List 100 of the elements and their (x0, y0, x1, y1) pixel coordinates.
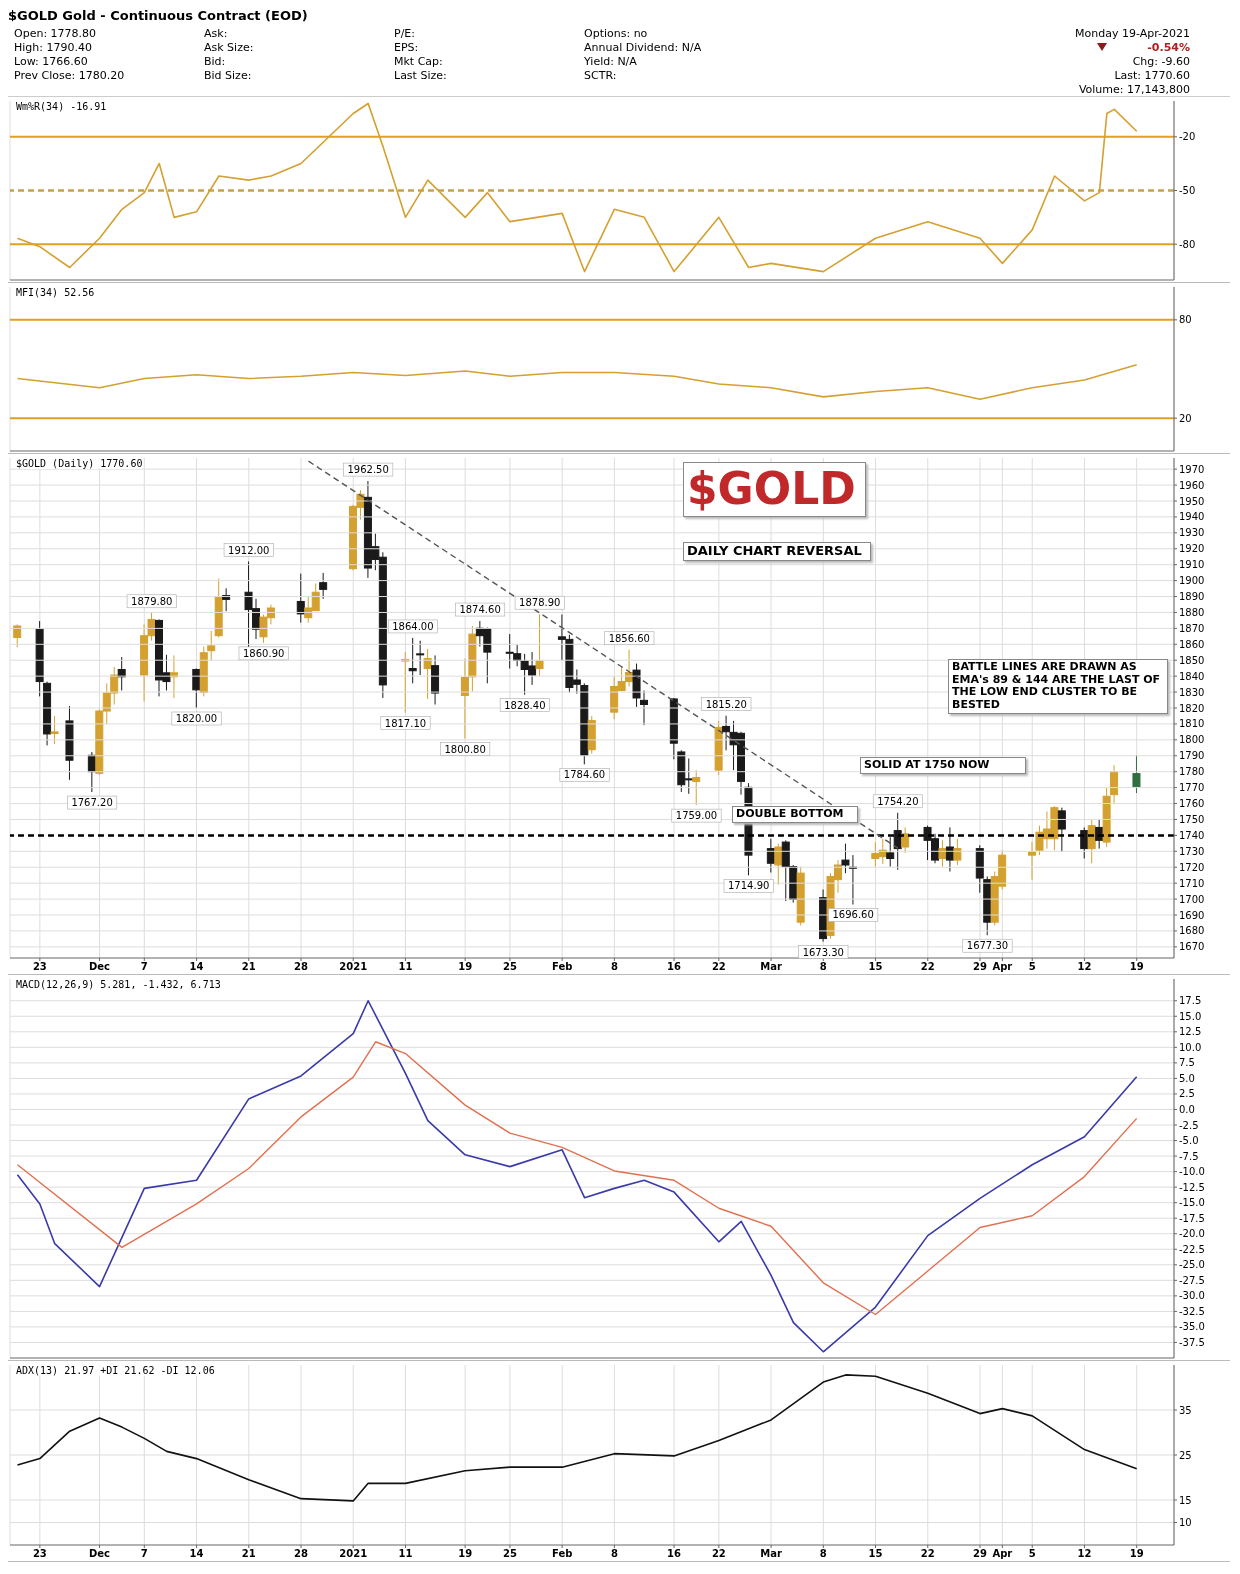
y-tick-label: 7.5 (1179, 1057, 1195, 1069)
x-tick-label: 28 (294, 961, 308, 973)
y-tick-label: 1810 (1179, 718, 1205, 730)
text: Last Size: (394, 69, 448, 83)
chart-title: $GOLD (Daily) 1770.60 (16, 458, 143, 469)
y-tick-label: 35 (1179, 1404, 1192, 1416)
x-tick-label: 8 (819, 1548, 827, 1560)
annotation: 1800.80 (444, 743, 486, 755)
y-tick-label: -10.0 (1179, 1166, 1205, 1178)
y-tick-label: -37.5 (1179, 1337, 1205, 1349)
annotation: 1696.60 (832, 909, 874, 921)
annotation: 1820.00 (175, 713, 218, 724)
annotation: 1784.60 (563, 769, 606, 781)
text-box: DOUBLE BOTTOM (732, 806, 858, 823)
y-tick-label: 1680 (1179, 925, 1205, 937)
text: SCTR: (584, 69, 618, 83)
line-series (16, 364, 1138, 400)
line-series (16, 1374, 1138, 1502)
y-tick-label: 15.0 (1179, 1010, 1202, 1022)
y-tick-label: -17.5 (1179, 1212, 1205, 1224)
x-tick-label: 23 (32, 961, 47, 973)
annotation: 1714.90 (728, 880, 770, 892)
x-tick-label: 22 (711, 1548, 726, 1560)
x-tick-label: 15 (868, 961, 883, 973)
y-tick-label: 1670 (1179, 941, 1205, 953)
y-tick-label: -30.0 (1179, 1290, 1205, 1302)
y-tick-label: 1900 (1179, 575, 1205, 587)
y-tick-label: 20 (1179, 412, 1192, 424)
y-tick-label: 1790 (1179, 750, 1205, 762)
annotation: 1828.40 (504, 699, 546, 711)
x-tick-label: 22 (920, 1548, 935, 1560)
x-tick-label: 12 (1077, 1548, 1092, 1560)
y-tick-label: 0.0 (1179, 1104, 1195, 1116)
y-tick-label: 1870 (1179, 622, 1205, 634)
y-tick-label: 1730 (1179, 845, 1205, 857)
y-tick-label: 1970 (1179, 463, 1205, 475)
y-tick-label: 1910 (1179, 559, 1205, 571)
y-tick-label: 1780 (1179, 766, 1205, 778)
candlestick (945, 826, 954, 873)
x-tick-label: 21 (241, 961, 256, 973)
candlestick (423, 648, 432, 700)
text: $GOLD Gold - Continuous Contract (EOD) (8, 8, 309, 23)
x-tick-label: 5 (1028, 961, 1036, 973)
candlestick (901, 826, 910, 854)
candlestick (841, 843, 850, 874)
x-tick-label: 16 (667, 1548, 682, 1560)
text-box: DAILY CHART REVERSAL (683, 542, 871, 561)
annotation: 1817.10 (384, 717, 427, 729)
x-tick-label: 8 (610, 961, 618, 973)
y-tick-label: 15 (1179, 1494, 1192, 1506)
candlestick (1132, 754, 1141, 794)
x-tick-label: 7 (140, 961, 148, 973)
y-tick-label: 1800 (1179, 734, 1205, 746)
text: Yield: N/A (584, 55, 638, 69)
annotation: 1912.00 (228, 544, 270, 556)
annotation: 1754.20 (877, 795, 919, 807)
candlestick (13, 623, 22, 648)
y-tick-label: 1740 (1179, 829, 1205, 841)
candlestick (1057, 807, 1066, 853)
y-tick-label: 1940 (1179, 511, 1205, 523)
y-tick-label: -50 (1179, 185, 1196, 197)
text: Options: no (584, 27, 649, 41)
text: Low: 1766.60 (14, 55, 89, 69)
y-tick-label: -7.5 (1179, 1150, 1199, 1162)
x-tick-label: 28 (294, 1548, 308, 1560)
x-tick-label: 14 (189, 1548, 204, 1560)
x-tick-label: 25 (502, 1548, 517, 1560)
text-box: BATTLE LINES ARE DRAWN AS EMA's 89 & 144 ARE THE LAST OF THE LOW END CLUSTER TO BE BESTED (948, 659, 1168, 714)
annotation: 1864.00 (392, 620, 434, 632)
text: High: 1790.40 (14, 41, 93, 55)
candlestick (319, 572, 328, 600)
text-box: SOLID AT 1750 NOW (860, 757, 1026, 774)
annotation: 1767.20 (71, 797, 113, 809)
text: Ask Size: (204, 41, 255, 55)
candlestick (296, 573, 305, 624)
line-series (16, 102, 1138, 273)
text: Prev Close: 1780.20 (14, 69, 126, 83)
annotation: 1962.50 (347, 464, 389, 476)
candlestick (408, 637, 417, 684)
y-tick-label: 17.5 (1179, 995, 1202, 1007)
annotation: 1673.30 (802, 946, 844, 958)
y-tick-label: 10 (1179, 1517, 1192, 1529)
line-series (16, 999, 1138, 1353)
x-tick-label: 14 (189, 961, 204, 973)
text: Ask: (204, 27, 229, 41)
line-series (16, 1041, 1138, 1316)
text: Last: 1770.60 (1113, 69, 1190, 83)
y-tick-label: 1920 (1179, 543, 1205, 555)
candlestick (938, 839, 947, 868)
x-tick-label: 21 (241, 1548, 256, 1560)
y-tick-label: 25 (1179, 1449, 1192, 1461)
text: Bid Size: (204, 69, 253, 83)
y-tick-label: -5.0 (1179, 1135, 1199, 1147)
y-tick-label: -35.0 (1179, 1321, 1205, 1333)
x-tick-label: 11 (398, 1548, 413, 1560)
y-tick-label: 1720 (1179, 861, 1205, 873)
y-tick-label: -27.5 (1179, 1274, 1205, 1286)
chart-title: MACD(12,26,9) 5.281, -1.432, 6.713 (16, 979, 221, 990)
x-tick-label: Feb (551, 961, 573, 973)
text-box: $GOLD (683, 462, 866, 517)
